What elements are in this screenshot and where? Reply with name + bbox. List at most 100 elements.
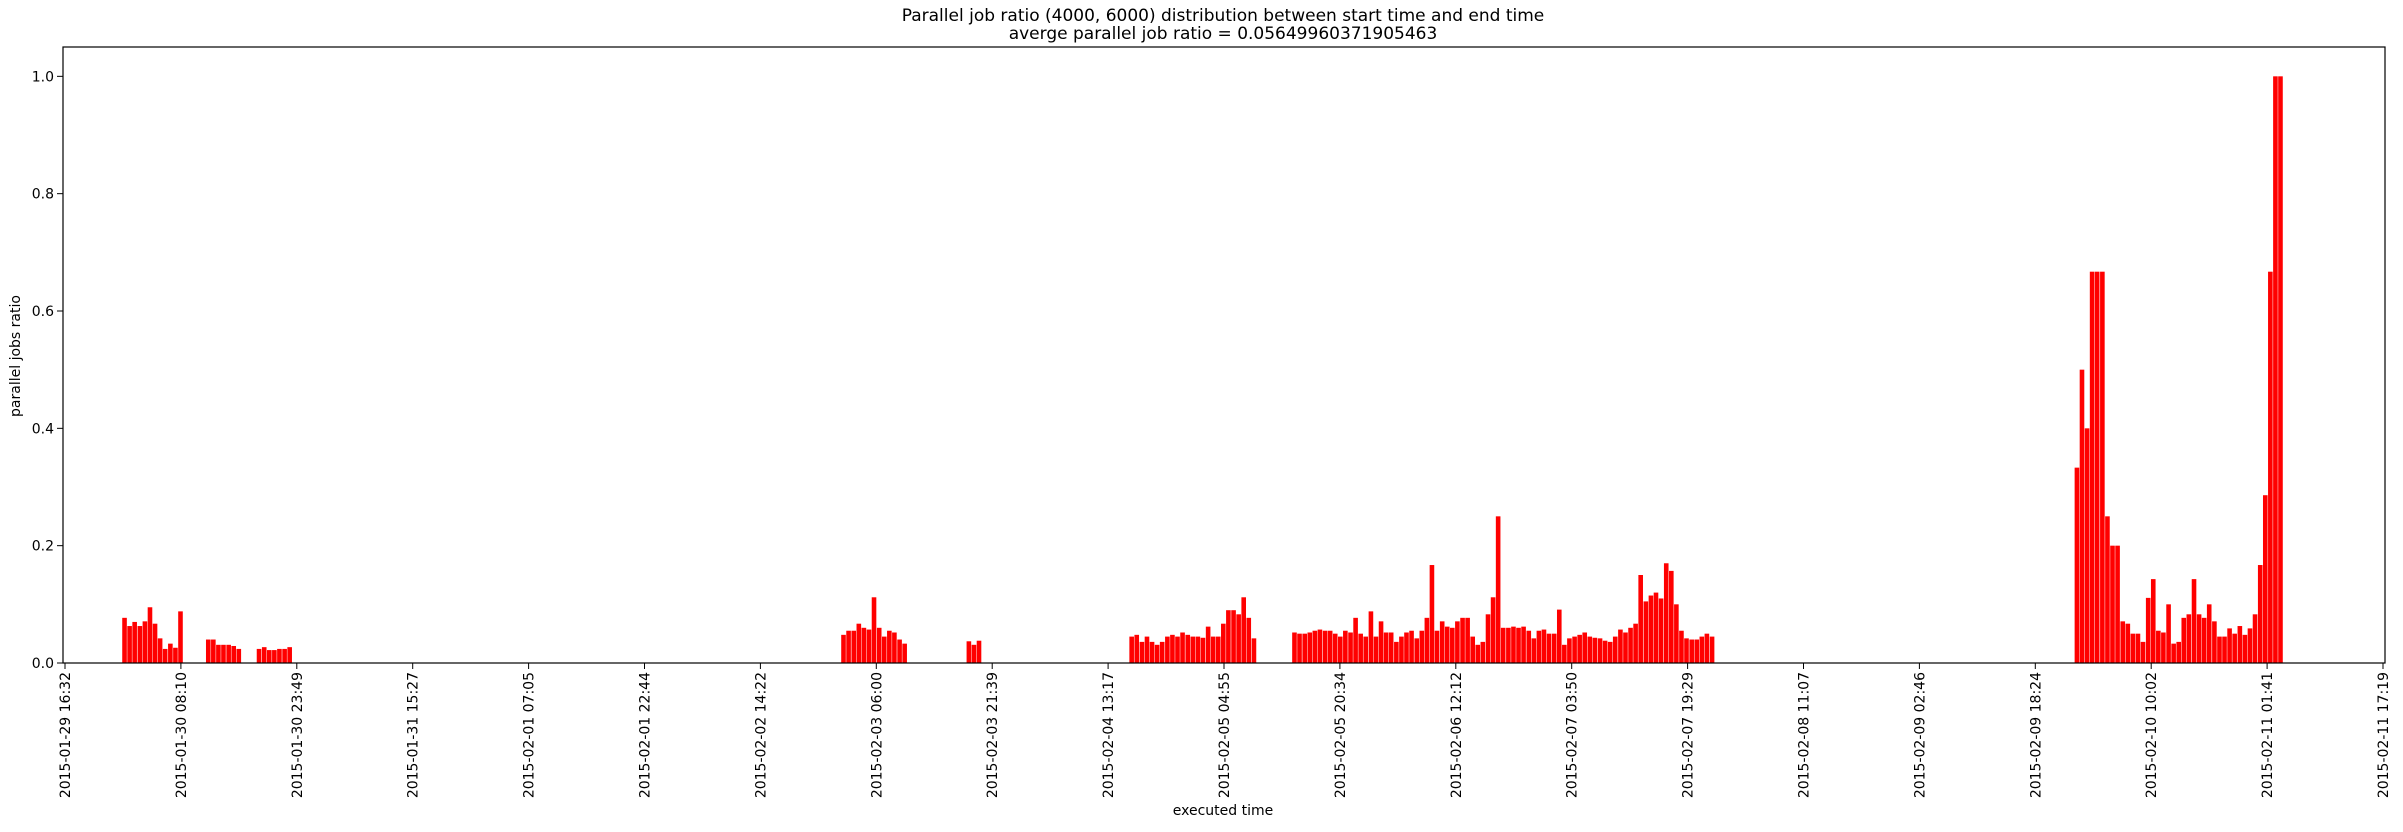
- bar: [127, 626, 132, 663]
- x-axis-ticks: 2015-01-29 16:32 2015-01-30 08:10 2015-01-…: [58, 663, 2392, 798]
- bar: [282, 648, 287, 663]
- bar: [1394, 641, 1399, 663]
- bar: [2212, 621, 2217, 663]
- y-tick-label: 0.8: [32, 187, 54, 203]
- bar: [2094, 271, 2100, 663]
- bar: [1511, 626, 1516, 663]
- x-tick-label: 2015-02-06 12:12: [1449, 672, 1465, 798]
- bar: [1129, 636, 1134, 663]
- bar: [1674, 604, 1679, 663]
- bar: [1154, 644, 1160, 663]
- x-tick-label: 2015-02-11 01:41: [2260, 672, 2276, 798]
- bar: [2186, 614, 2192, 663]
- bar: [1490, 597, 1496, 663]
- bar: [897, 639, 902, 663]
- bar: [2171, 643, 2176, 663]
- bar: [1434, 630, 1440, 663]
- bar: [2140, 641, 2146, 663]
- bar: [1475, 644, 1481, 663]
- bar: [871, 597, 877, 663]
- bar: [1597, 638, 1603, 663]
- x-tick-label: 2015-02-10 10:02: [2144, 672, 2160, 798]
- x-tick-label: 2015-02-05 20:34: [1333, 672, 1349, 798]
- bar: [2201, 617, 2207, 663]
- bar: [1577, 634, 1582, 663]
- bar: [846, 630, 851, 663]
- bar: [2206, 604, 2212, 663]
- bar: [2176, 641, 2182, 663]
- bar: [1317, 629, 1323, 663]
- bar: [2273, 76, 2278, 663]
- bar: [287, 647, 292, 663]
- bar: [1460, 617, 1465, 663]
- bar: [1592, 637, 1598, 663]
- bar: [1531, 638, 1537, 663]
- bar: [1231, 610, 1236, 663]
- bar: [2120, 621, 2126, 663]
- x-tick-label: 2015-02-03 21:39: [985, 672, 1001, 798]
- bar: [1562, 644, 1567, 663]
- y-tick-label: 1.0: [32, 69, 54, 85]
- bar: [168, 643, 173, 663]
- bar: [147, 607, 153, 663]
- bar: [142, 621, 148, 663]
- x-tick-label: 2015-02-07 19:29: [1681, 672, 1697, 798]
- bar: [1378, 621, 1384, 663]
- y-tick-label: 0.6: [32, 304, 54, 320]
- bar: [1368, 611, 1374, 663]
- bar: [2232, 633, 2237, 663]
- bar: [1521, 626, 1526, 663]
- bar: [1404, 632, 1409, 663]
- bar: [1165, 636, 1170, 663]
- bar: [1602, 640, 1608, 663]
- bar: [226, 644, 231, 663]
- bar: [1424, 617, 1430, 663]
- bar: [2166, 604, 2171, 663]
- bar: [1470, 636, 1475, 663]
- x-tick-label: 2015-02-04 13:17: [1101, 672, 1117, 798]
- bar: [1439, 621, 1445, 663]
- bar: [1226, 610, 1231, 663]
- bar: [1388, 632, 1394, 663]
- bar: [1200, 637, 1206, 663]
- bar: [2100, 271, 2105, 663]
- x-tick-label: 2015-01-31 15:27: [406, 672, 422, 798]
- bar: [971, 644, 977, 663]
- bar: [856, 623, 862, 663]
- x-tick-label: 2015-02-05 04:55: [1217, 672, 1233, 798]
- bar: [2237, 626, 2243, 663]
- bar: [152, 623, 158, 663]
- bar: [1312, 630, 1318, 663]
- bar: [1618, 629, 1623, 663]
- bar: [2242, 634, 2248, 663]
- x-tick-label: 2015-02-09 18:24: [2028, 672, 2044, 798]
- bar: [1246, 617, 1252, 663]
- bar: [1297, 633, 1302, 663]
- bar: [1684, 638, 1689, 663]
- bar: [1541, 629, 1547, 663]
- bar: [1358, 633, 1363, 663]
- bar: [1648, 595, 1654, 663]
- bar: [1236, 614, 1241, 663]
- bar: [122, 617, 127, 663]
- bar: [1689, 639, 1694, 663]
- bar: [1332, 633, 1338, 663]
- bar: [1567, 638, 1572, 663]
- bar: [1546, 633, 1552, 663]
- bar: [1241, 597, 1246, 663]
- bar: [2110, 545, 2115, 663]
- x-tick-label: 2015-02-07 03:50: [1565, 672, 1581, 798]
- bar: [861, 627, 867, 663]
- bar: [157, 638, 163, 663]
- bar: [1327, 630, 1333, 663]
- bar: [256, 648, 262, 663]
- bar: [1195, 636, 1201, 663]
- bar: [1699, 636, 1705, 663]
- bar: [1495, 516, 1501, 663]
- bar: [211, 639, 216, 663]
- bar: [2115, 545, 2120, 663]
- bar: [2125, 623, 2131, 663]
- bar: [162, 648, 168, 663]
- bar: [261, 647, 267, 663]
